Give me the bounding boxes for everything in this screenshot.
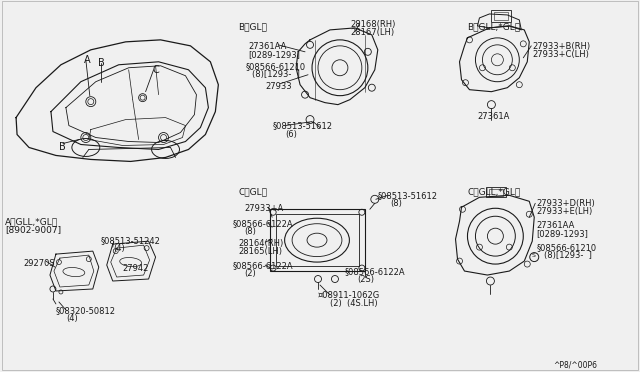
Text: 29270S: 29270S xyxy=(23,259,54,268)
Text: 27933+D(RH): 27933+D(RH) xyxy=(536,199,595,208)
Bar xyxy=(490,189,503,196)
Text: [8902-9007]: [8902-9007] xyxy=(5,225,61,234)
Text: C〈GLL,*GL〉: C〈GLL,*GL〉 xyxy=(467,187,521,196)
Text: B: B xyxy=(98,58,104,68)
Text: §08513-51612: §08513-51612 xyxy=(272,122,332,131)
Text: B: B xyxy=(59,141,66,151)
Text: 28164(RH): 28164(RH) xyxy=(238,239,284,248)
Text: (2S): (2S) xyxy=(357,275,374,284)
Text: (8)[1293-  ]: (8)[1293- ] xyxy=(544,251,592,260)
Bar xyxy=(494,12,508,20)
Text: (8): (8) xyxy=(390,199,402,208)
Text: §08513-51242: §08513-51242 xyxy=(100,236,161,245)
Text: C〈GL〉: C〈GL〉 xyxy=(238,187,268,196)
Text: 27361AA: 27361AA xyxy=(536,221,575,230)
Bar xyxy=(486,187,506,197)
Text: §08566-61210: §08566-61210 xyxy=(536,243,596,252)
Text: (6): (6) xyxy=(285,129,297,138)
Text: C: C xyxy=(152,65,159,75)
Text: 27361A: 27361A xyxy=(477,112,510,121)
Text: S: S xyxy=(531,253,535,258)
Text: 28167(LH): 28167(LH) xyxy=(350,28,394,37)
Text: 27933+A: 27933+A xyxy=(244,204,284,213)
Text: A: A xyxy=(84,55,90,65)
Text: §08320-50812: §08320-50812 xyxy=(56,306,116,315)
Bar xyxy=(270,209,365,271)
Text: §08566-6122A: §08566-6122A xyxy=(232,219,293,228)
Text: 27933+C(LH): 27933+C(LH) xyxy=(532,50,589,59)
Text: 28168(RH): 28168(RH) xyxy=(350,20,396,29)
Text: ¤08911-1062G: ¤08911-1062G xyxy=(318,291,380,300)
Text: [0289-1293]: [0289-1293] xyxy=(536,229,588,238)
Bar xyxy=(276,214,359,266)
Text: [0289-1293]: [0289-1293] xyxy=(248,50,300,59)
Text: (8): (8) xyxy=(244,227,256,236)
Text: ^P8/^00P6: ^P8/^00P6 xyxy=(553,361,597,370)
Text: 28165(LH): 28165(LH) xyxy=(238,247,282,256)
Text: §08566-6122A: §08566-6122A xyxy=(232,261,293,270)
Text: 27942: 27942 xyxy=(123,264,149,273)
Text: 27933+B(RH): 27933+B(RH) xyxy=(532,42,590,51)
Text: 27361AA: 27361AA xyxy=(248,42,287,51)
Text: §08513-51612: §08513-51612 xyxy=(378,191,438,201)
Text: (4): (4) xyxy=(66,314,77,323)
Text: 27933: 27933 xyxy=(265,82,292,91)
Text: (2): (2) xyxy=(244,269,256,278)
Text: §08566-6122A: §08566-6122A xyxy=(345,267,406,276)
Text: §08566-61210: §08566-61210 xyxy=(245,62,305,71)
Text: (2)  (4S.LH): (2) (4S.LH) xyxy=(330,299,378,308)
Bar xyxy=(492,10,511,22)
Text: (4): (4) xyxy=(114,244,125,253)
Text: B〈GL〉: B〈GL〉 xyxy=(238,22,267,31)
Text: (8)[1293-  ]: (8)[1293- ] xyxy=(252,70,300,79)
Text: B〈GLL,*GL〉: B〈GLL,*GL〉 xyxy=(467,22,520,31)
Text: 27933+E(LH): 27933+E(LH) xyxy=(536,207,593,216)
Text: A〈GLL,*GL〉: A〈GLL,*GL〉 xyxy=(5,217,58,226)
